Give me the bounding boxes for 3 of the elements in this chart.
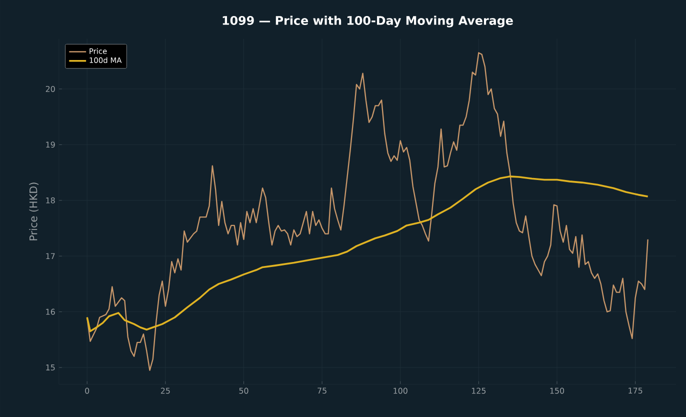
line-series [86, 52, 648, 371]
chart-title: 1099 — Price with 100-Day Moving Average [222, 16, 513, 28]
y-axis-title: Price (HKD) [29, 182, 38, 240]
